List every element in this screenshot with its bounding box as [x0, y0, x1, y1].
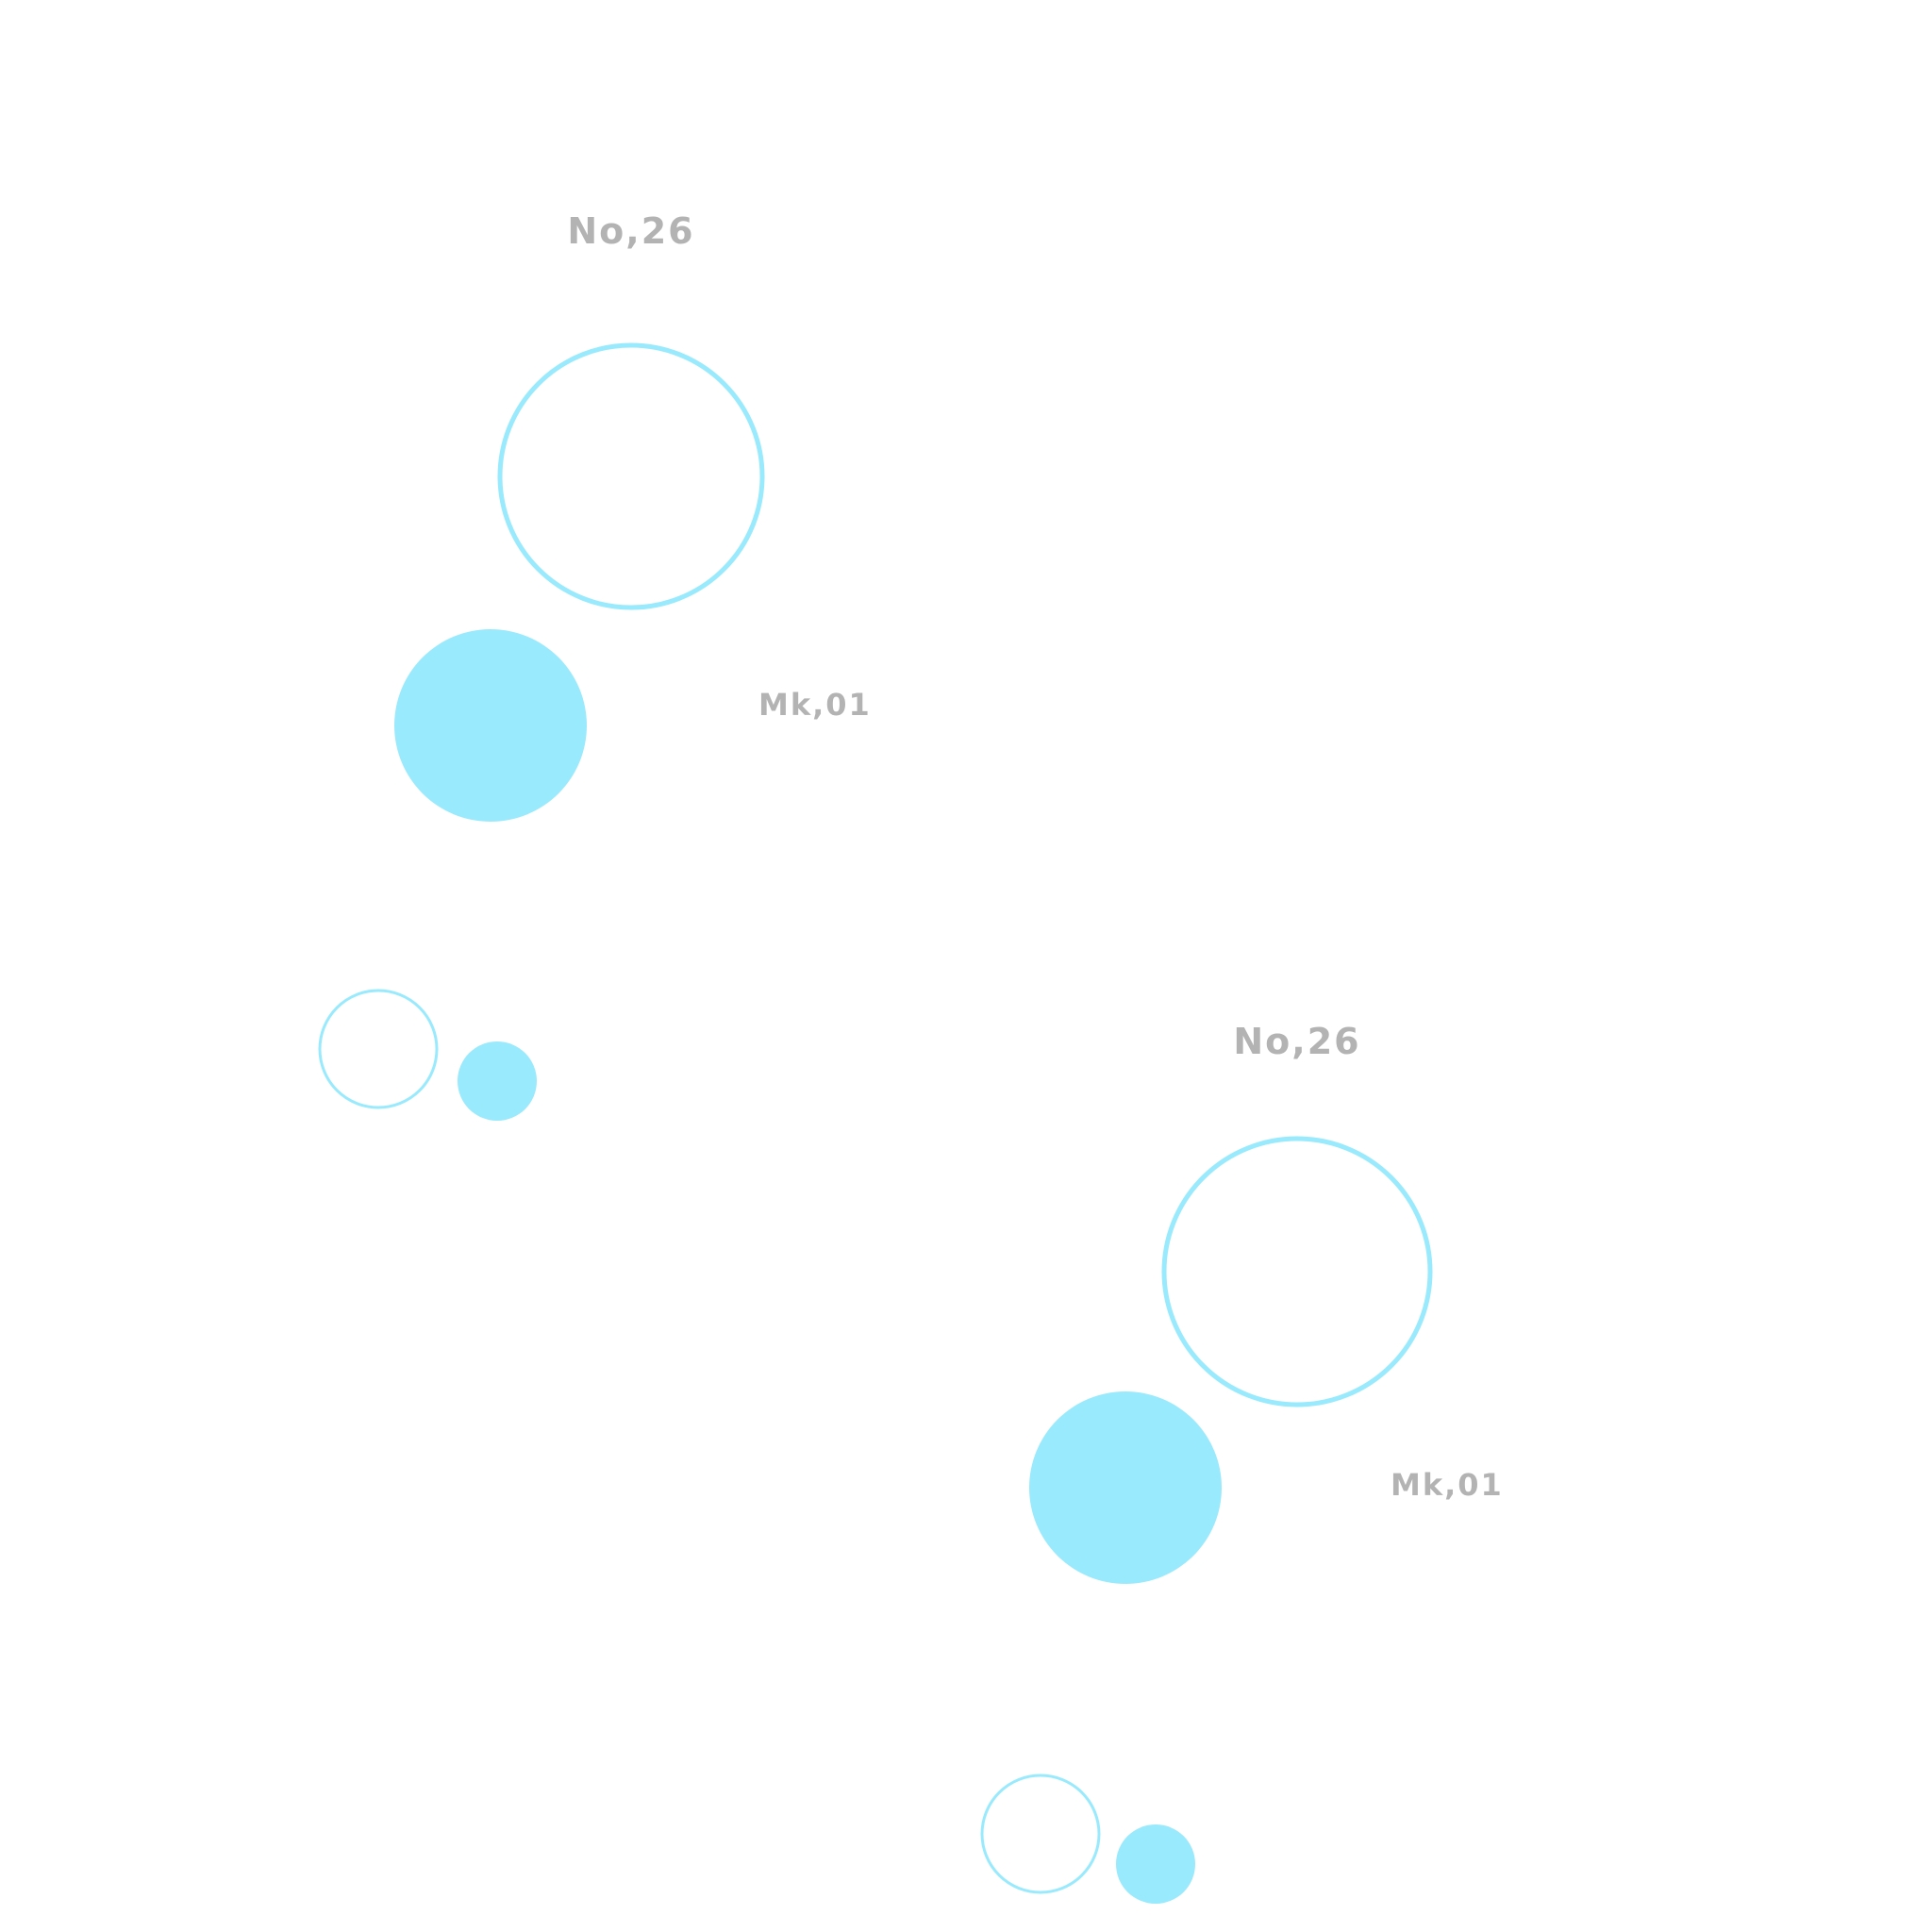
group-2-large-ring [1161, 1136, 1433, 1407]
group-1-small-dot [458, 1041, 537, 1121]
group-2-small-dot [1116, 1824, 1195, 1904]
group-1-top-label: No,26 [567, 210, 694, 252]
group-1-large-dot [394, 629, 587, 822]
group-2-top-label: No,26 [1233, 1021, 1360, 1062]
group-1-small-ring [318, 989, 439, 1109]
group-2-side-label: Mk,01 [1391, 1467, 1504, 1503]
group-2-large-dot [1029, 1391, 1222, 1584]
circle-group-2: No,26 Mk,01 [980, 1021, 1504, 1904]
group-1-side-label: Mk,01 [758, 687, 872, 723]
circle-group-1: No,26 Mk,01 [318, 210, 872, 1121]
group-2-small-ring [980, 1774, 1101, 1894]
group-1-large-ring [497, 342, 765, 610]
